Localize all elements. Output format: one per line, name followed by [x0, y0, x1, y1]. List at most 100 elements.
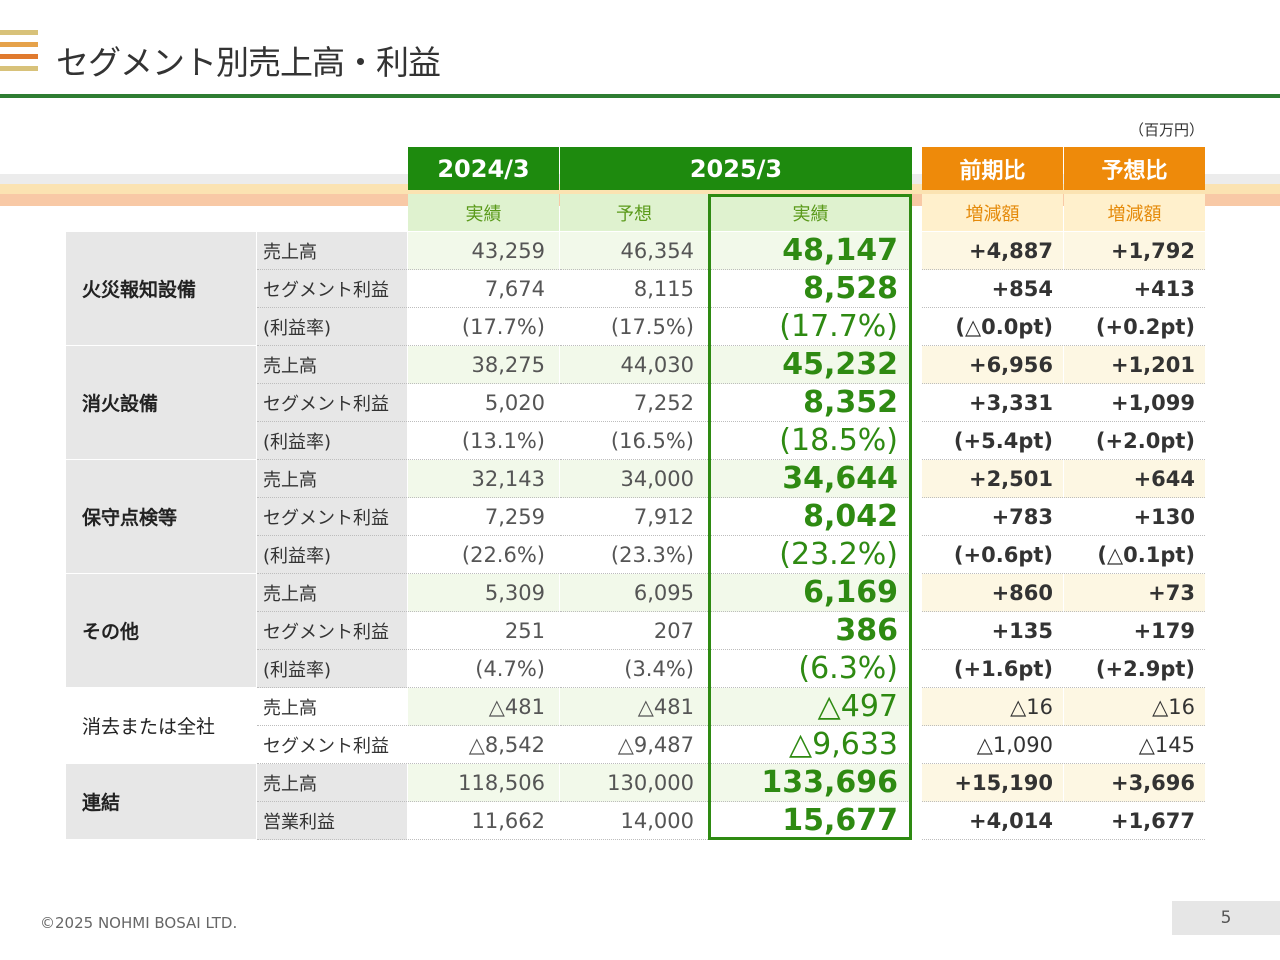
value-yoy-diff: +860 [922, 574, 1063, 612]
value-forecast: 6,095 [560, 574, 708, 612]
row-label: 売上高 [257, 346, 407, 384]
value-forecast-diff: △16 [1064, 688, 1205, 726]
value-prev-actual: 5,020 [408, 384, 559, 422]
value-forecast-diff: +1,201 [1064, 346, 1205, 384]
value-prev-actual: (22.6%) [408, 536, 559, 574]
value-yoy-diff: +6,956 [922, 346, 1063, 384]
value-forecast: 14,000 [560, 802, 708, 840]
row-label: 売上高 [257, 460, 407, 498]
value-yoy-diff: (△0.0pt) [922, 308, 1063, 346]
unit-label: （百万円） [1128, 121, 1204, 139]
header-year-2025: 2025/3 [560, 147, 912, 190]
value-actual: (6.3%) [709, 650, 912, 688]
value-actual: (23.2%) [709, 536, 912, 574]
value-yoy-diff: +4,887 [922, 232, 1063, 270]
row-label: セグメント利益 [257, 612, 407, 650]
page-title: セグメント別売上高・利益 [56, 43, 441, 82]
value-forecast-diff: △145 [1064, 726, 1205, 764]
value-prev-actual: △481 [408, 688, 559, 726]
value-actual: (18.5%) [709, 422, 912, 460]
row-label: (利益率) [257, 308, 407, 346]
row-label: (利益率) [257, 536, 407, 574]
value-yoy-diff: +135 [922, 612, 1063, 650]
value-forecast: (23.3%) [560, 536, 708, 574]
value-prev-actual: 251 [408, 612, 559, 650]
value-prev-actual: 38,275 [408, 346, 559, 384]
value-yoy-diff: +2,501 [922, 460, 1063, 498]
row-label: (利益率) [257, 422, 407, 460]
subheader-actual: 実績 [709, 194, 912, 231]
value-forecast-diff: (+2.0pt) [1064, 422, 1205, 460]
copyright: ©2025 NOHMI BOSAI LTD. [40, 914, 238, 932]
value-forecast-diff: +130 [1064, 498, 1205, 536]
value-actual: 34,644 [709, 460, 912, 498]
value-actual: (17.7%) [709, 308, 912, 346]
value-forecast: 130,000 [560, 764, 708, 802]
value-forecast: 44,030 [560, 346, 708, 384]
value-forecast: △481 [560, 688, 708, 726]
value-actual: 133,696 [709, 764, 912, 802]
segment-name: 火災報知設備 [66, 232, 256, 345]
row-label: 売上高 [257, 232, 407, 270]
value-forecast-diff: +3,696 [1064, 764, 1205, 802]
value-yoy-diff: (+5.4pt) [922, 422, 1063, 460]
value-yoy-diff: △1,090 [922, 726, 1063, 764]
value-actual: 6,169 [709, 574, 912, 612]
subheader-actual-prev: 実績 [408, 194, 559, 231]
subheader-diff-yoy: 増減額 [922, 194, 1063, 231]
value-forecast: (16.5%) [560, 422, 708, 460]
value-actual: △9,633 [709, 726, 912, 764]
row-label: 営業利益 [257, 802, 407, 840]
value-actual: 8,528 [709, 270, 912, 308]
value-actual: 15,677 [709, 802, 912, 840]
value-prev-actual: (4.7%) [408, 650, 559, 688]
value-actual: 45,232 [709, 346, 912, 384]
value-forecast-diff: +73 [1064, 574, 1205, 612]
value-forecast: △9,487 [560, 726, 708, 764]
subheader-diff-forecast: 増減額 [1064, 194, 1205, 231]
segment-name: 消火設備 [66, 346, 256, 459]
value-forecast-diff: +1,099 [1064, 384, 1205, 422]
segment-name: 連結 [66, 764, 256, 839]
value-yoy-diff: +15,190 [922, 764, 1063, 802]
value-forecast: 34,000 [560, 460, 708, 498]
value-actual: 48,147 [709, 232, 912, 270]
value-forecast: 207 [560, 612, 708, 650]
value-forecast: (3.4%) [560, 650, 708, 688]
value-forecast: 7,912 [560, 498, 708, 536]
page-number: 5 [1172, 901, 1280, 935]
row-label: 売上高 [257, 688, 407, 726]
value-forecast-diff: +1,792 [1064, 232, 1205, 270]
value-forecast-diff: (+2.9pt) [1064, 650, 1205, 688]
value-forecast: 46,354 [560, 232, 708, 270]
value-prev-actual: 118,506 [408, 764, 559, 802]
value-forecast-diff: +644 [1064, 460, 1205, 498]
value-forecast-diff: +413 [1064, 270, 1205, 308]
value-forecast: 7,252 [560, 384, 708, 422]
row-label: 売上高 [257, 764, 407, 802]
row-label: セグメント利益 [257, 726, 407, 764]
value-forecast-diff: (△0.1pt) [1064, 536, 1205, 574]
value-forecast-diff: (+0.2pt) [1064, 308, 1205, 346]
row-label: セグメント利益 [257, 270, 407, 308]
value-prev-actual: (17.7%) [408, 308, 559, 346]
value-forecast-diff: +179 [1064, 612, 1205, 650]
value-forecast: (17.5%) [560, 308, 708, 346]
value-yoy-diff: △16 [922, 688, 1063, 726]
value-yoy-diff: +4,014 [922, 802, 1063, 840]
row-label: 売上高 [257, 574, 407, 612]
segment-name: その他 [66, 574, 256, 687]
header-vs-forecast: 予想比 [1064, 147, 1205, 190]
value-prev-actual: 7,674 [408, 270, 559, 308]
value-forecast: 8,115 [560, 270, 708, 308]
value-yoy-diff: +854 [922, 270, 1063, 308]
title-rule [0, 94, 1280, 98]
value-prev-actual: 32,143 [408, 460, 559, 498]
value-prev-actual: 11,662 [408, 802, 559, 840]
segment-name: 消去または全社 [66, 688, 256, 763]
value-yoy-diff: (+1.6pt) [922, 650, 1063, 688]
row-label: (利益率) [257, 650, 407, 688]
row-label: セグメント利益 [257, 384, 407, 422]
value-yoy-diff: +3,331 [922, 384, 1063, 422]
segment-name: 保守点検等 [66, 460, 256, 573]
